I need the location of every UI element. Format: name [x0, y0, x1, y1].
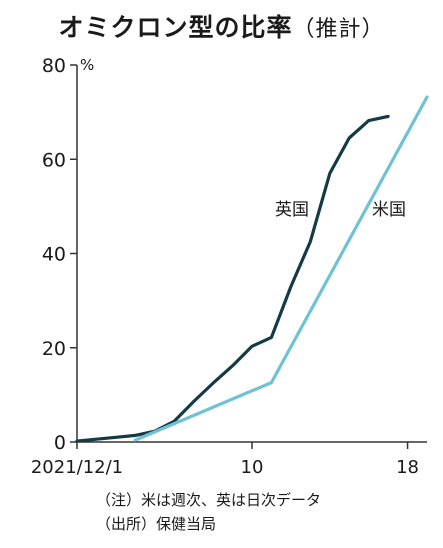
y-tick-label: 0	[54, 432, 66, 454]
series-label-0: 英国	[275, 200, 309, 220]
x-tick-label: 10	[241, 457, 264, 478]
y-tick-label: 80	[42, 55, 66, 77]
chart-title-main: オミクロン型の比率	[58, 13, 293, 42]
x-tick-label: 2021/12/1	[31, 457, 123, 478]
y-tick-label: 20	[42, 338, 66, 360]
axes	[70, 64, 427, 449]
series-line-0	[75, 114, 390, 443]
chart-title: オミクロン型の比率（推計）	[0, 8, 443, 44]
series-lines	[75, 95, 429, 443]
series-line-1	[133, 95, 429, 442]
series-labels: 英国 米国	[275, 200, 406, 220]
y-unit-label: %	[80, 56, 94, 74]
notes: （注）米は週次、英は日次データ （出所）保健当局	[96, 488, 321, 536]
y-tick-label: 40	[42, 244, 66, 266]
note-line: （注）米は週次、英は日次データ	[96, 491, 322, 509]
y-tick-label: 60	[42, 149, 66, 171]
source-line: （出所）保健当局	[96, 515, 217, 533]
chart-title-sub: （推計）	[292, 17, 385, 42]
x-tick-label: 18	[396, 457, 419, 478]
tick-labels: 0 20 40 60 80 % 2021/12/1 10 18	[31, 55, 419, 478]
series-label-1: 米国	[372, 200, 406, 220]
